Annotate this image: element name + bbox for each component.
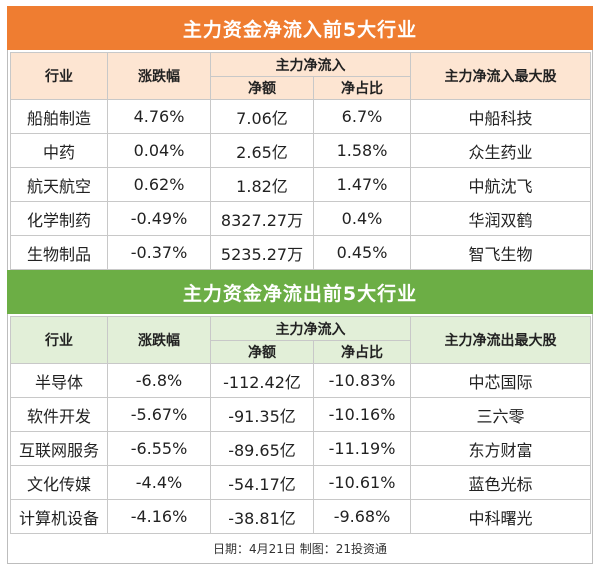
top-stock-cell: 智飞生物 <box>410 235 591 270</box>
industry-cell: 生物制品 <box>10 235 108 270</box>
header-amount: 净额 <box>210 340 314 364</box>
table-row: 生物制品 -0.37% 5235.27万 0.45% 智飞生物 <box>10 235 591 270</box>
inflow-table: 行业 涨跌幅 主力净流入 主力净流入最大股 净额 净占比 船舶制造 4.76% … <box>10 52 591 270</box>
industry-cell: 化学制药 <box>10 201 108 236</box>
ratio-cell: -11.19% <box>313 431 411 466</box>
industry-cell: 航天航空 <box>10 167 108 202</box>
industry-cell: 互联网服务 <box>10 431 108 466</box>
top-stock-cell: 东方财富 <box>410 431 591 466</box>
table-row: 化学制药 -0.49% 8327.27万 0.4% 华润双鹤 <box>10 201 591 236</box>
amount-cell: 7.06亿 <box>210 99 314 134</box>
table-row: 计算机设备 -4.16% -38.81亿 -9.68% 中科曙光 <box>10 499 591 534</box>
change-cell: -6.8% <box>107 363 211 398</box>
header-net-inflow-group: 主力净流入 <box>210 52 411 77</box>
top-stock-cell: 众生药业 <box>410 133 591 168</box>
amount-cell: 5235.27万 <box>210 235 314 270</box>
amount-cell: 8327.27万 <box>210 201 314 236</box>
ratio-cell: 1.47% <box>313 167 411 202</box>
ratio-cell: -9.68% <box>313 499 411 534</box>
outflow-title: 主力资金净流出前5大行业 <box>7 270 593 314</box>
inflow-subheader-row: 净额 净占比 <box>11 76 591 100</box>
top-stock-cell: 华润双鹤 <box>410 201 591 236</box>
amount-cell: -112.42亿 <box>210 363 314 398</box>
amount-cell: -54.17亿 <box>210 465 314 500</box>
top-stock-cell: 三六零 <box>410 397 591 432</box>
table-row: 互联网服务 -6.55% -89.65亿 -11.19% 东方财富 <box>10 431 591 466</box>
industry-cell: 软件开发 <box>10 397 108 432</box>
inflow-title: 主力资金净流入前5大行业 <box>7 6 593 50</box>
amount-cell: -89.65亿 <box>210 431 314 466</box>
top-stock-cell: 中船科技 <box>410 99 591 134</box>
header-ratio: 净占比 <box>313 76 411 100</box>
amount-cell: -91.35亿 <box>210 397 314 432</box>
header-top-stock: 主力净流入最大股 <box>410 52 591 100</box>
ratio-cell: 6.7% <box>313 99 411 134</box>
top-stock-cell: 中芯国际 <box>410 363 591 398</box>
ratio-cell: -10.61% <box>313 465 411 500</box>
ratio-cell: 0.4% <box>313 201 411 236</box>
outflow-header-row: 行业 涨跌幅 主力净流入 主力净流出最大股 <box>10 316 591 364</box>
top-stock-cell: 蓝色光标 <box>410 465 591 500</box>
ratio-cell: 1.58% <box>313 133 411 168</box>
change-cell: -6.55% <box>107 431 211 466</box>
header-industry: 行业 <box>10 52 108 100</box>
amount-cell: -38.81亿 <box>210 499 314 534</box>
table-row: 半导体 -6.8% -112.42亿 -10.83% 中芯国际 <box>10 363 591 398</box>
header-net-inflow-group: 主力净流入 <box>210 316 411 341</box>
header-industry: 行业 <box>10 316 108 364</box>
amount-cell: 2.65亿 <box>210 133 314 168</box>
top-stock-cell: 中航沈飞 <box>410 167 591 202</box>
footer-credit: 日期：4月21日 制图：21投资通 <box>213 541 387 556</box>
inflow-header-row: 行业 涨跌幅 主力净流入 主力净流入最大股 <box>10 52 591 100</box>
outflow-table: 行业 涨跌幅 主力净流入 主力净流出最大股 净额 净占比 半导体 -6.8% -… <box>10 316 591 534</box>
header-amount: 净额 <box>210 76 314 100</box>
header-change: 涨跌幅 <box>107 52 211 100</box>
amount-cell: 1.82亿 <box>210 167 314 202</box>
ratio-cell: -10.16% <box>313 397 411 432</box>
change-cell: -4.16% <box>107 499 211 534</box>
change-cell: -0.49% <box>107 201 211 236</box>
table-row: 软件开发 -5.67% -91.35亿 -10.16% 三六零 <box>10 397 591 432</box>
industry-cell: 文化传媒 <box>10 465 108 500</box>
industry-cell: 计算机设备 <box>10 499 108 534</box>
table-row: 船舶制造 4.76% 7.06亿 6.7% 中船科技 <box>10 99 591 134</box>
header-change: 涨跌幅 <box>107 316 211 364</box>
industry-cell: 中药 <box>10 133 108 168</box>
ratio-cell: 0.45% <box>313 235 411 270</box>
change-cell: 0.04% <box>107 133 211 168</box>
change-cell: 0.62% <box>107 167 211 202</box>
table-row: 文化传媒 -4.4% -54.17亿 -10.61% 蓝色光标 <box>10 465 591 500</box>
outflow-subheader-row: 净额 净占比 <box>11 340 591 364</box>
header-ratio: 净占比 <box>313 340 411 364</box>
change-cell: -5.67% <box>107 397 211 432</box>
table-row: 中药 0.04% 2.65亿 1.58% 众生药业 <box>10 133 591 168</box>
industry-cell: 船舶制造 <box>10 99 108 134</box>
top-stock-cell: 中科曙光 <box>410 499 591 534</box>
industry-cell: 半导体 <box>10 363 108 398</box>
change-cell: -4.4% <box>107 465 211 500</box>
table-row: 航天航空 0.62% 1.82亿 1.47% 中航沈飞 <box>10 167 591 202</box>
change-cell: -0.37% <box>107 235 211 270</box>
ratio-cell: -10.83% <box>313 363 411 398</box>
change-cell: 4.76% <box>107 99 211 134</box>
header-top-stock: 主力净流出最大股 <box>410 316 591 364</box>
